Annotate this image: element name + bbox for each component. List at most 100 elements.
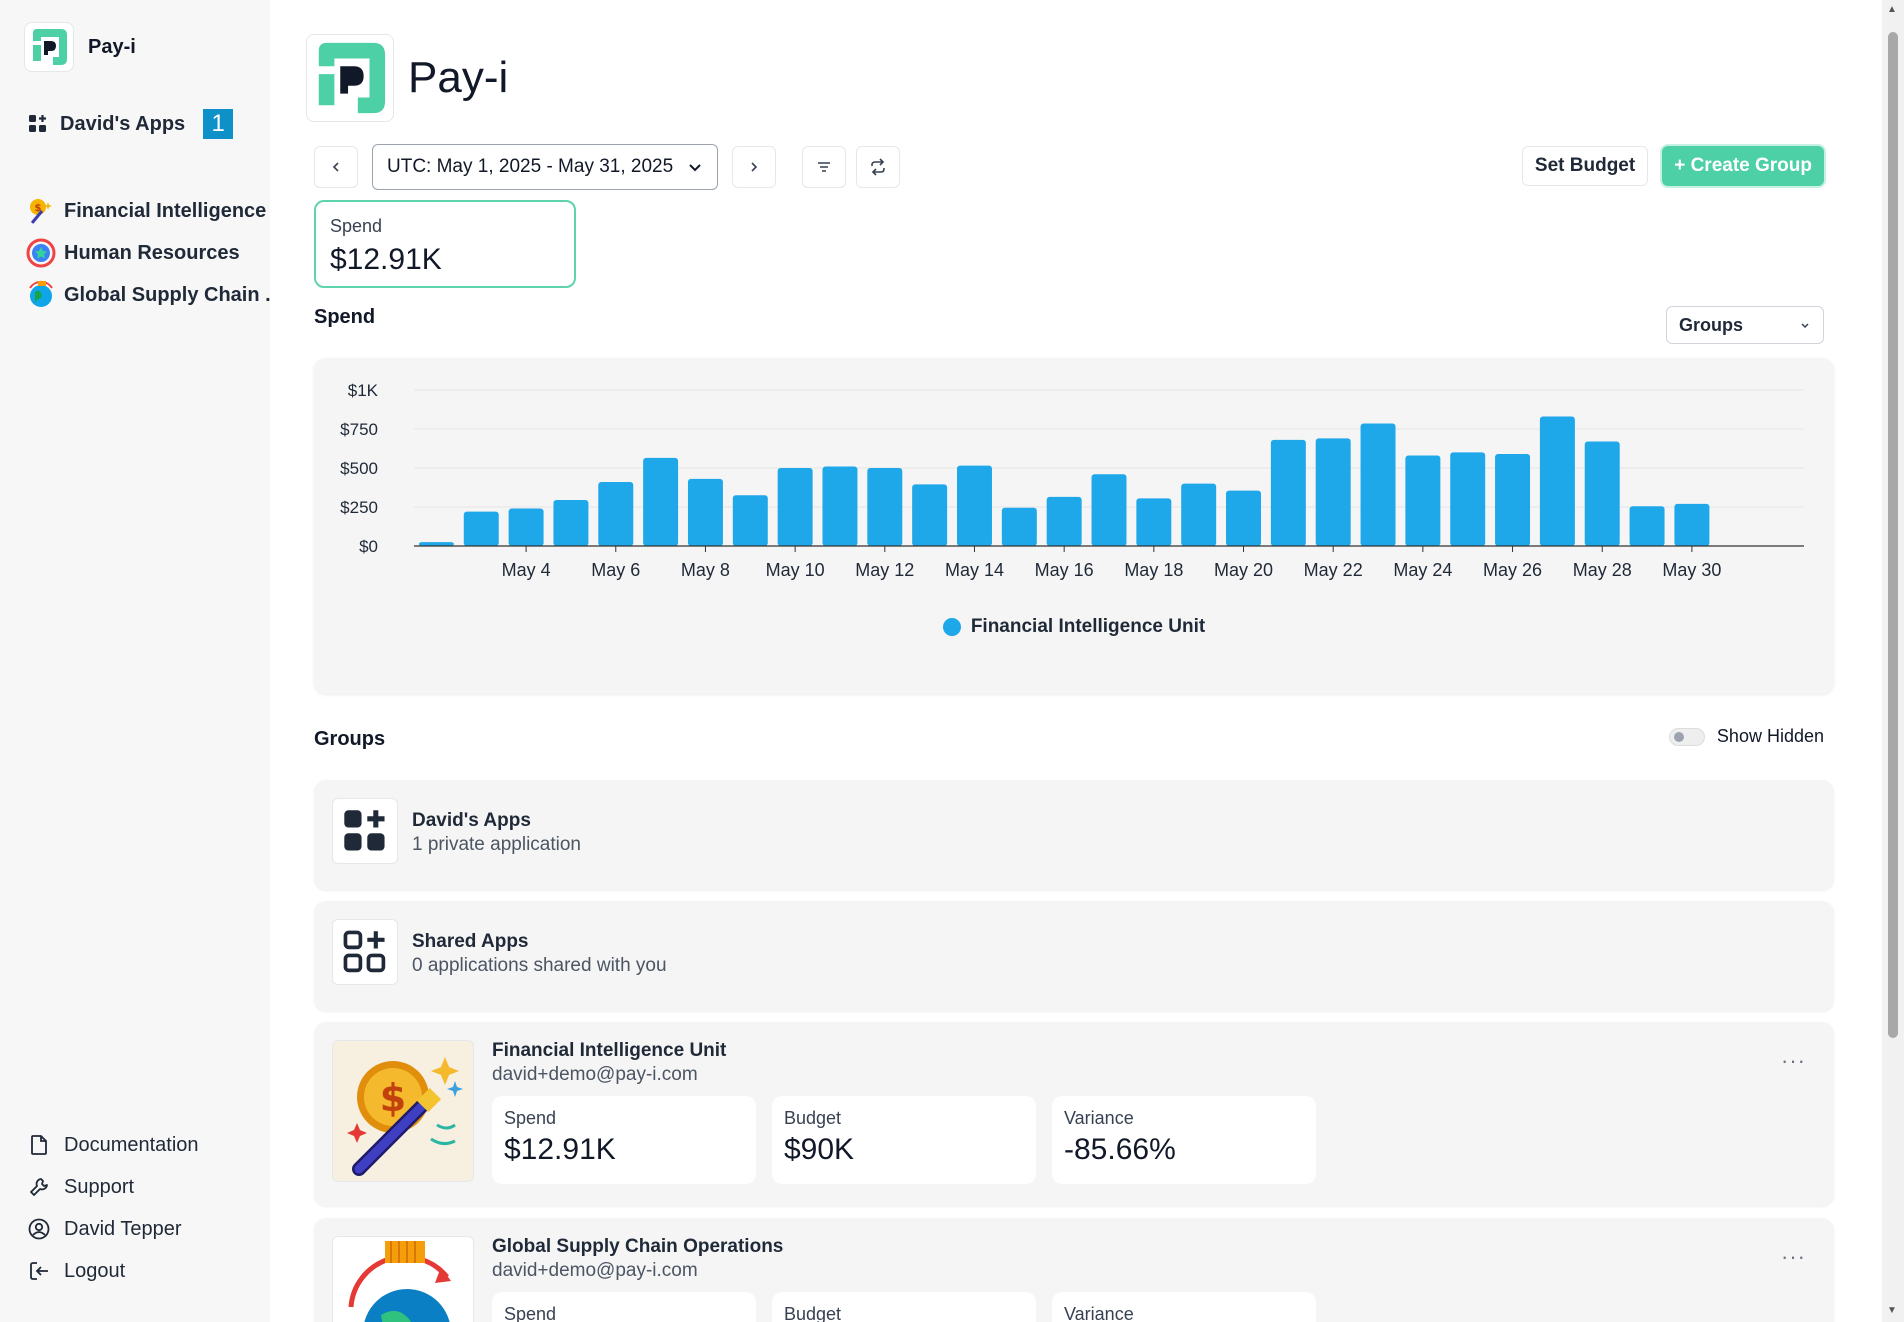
date-range-value: UTC: May 1, 2025 - May 31, 2025 xyxy=(387,156,674,177)
chart-bar xyxy=(1495,453,1531,546)
sidebar-item-label: Documentation xyxy=(64,1133,199,1156)
spend-chart-card: $0 $250 $500 $750 $1K May 4 May 6 May 8 May 10 Ma… xyxy=(314,358,1834,694)
payi-logo-icon xyxy=(306,34,394,122)
y-tick-label: $250 xyxy=(340,498,378,517)
date-range-picker[interactable]: UTC: May 1, 2025 - May 31, 2025 xyxy=(372,144,719,190)
chart-bar xyxy=(1315,438,1351,546)
sidebar: Pay-i David's Apps 1 $ Financial Intelli… xyxy=(0,0,270,1322)
logout-icon xyxy=(30,1262,48,1280)
chart-legend[interactable]: Financial Intelligence Unit xyxy=(314,616,1834,638)
user-icon xyxy=(28,1218,50,1240)
set-budget-button[interactable]: Set Budget xyxy=(1521,146,1649,186)
sidebar-app-global-supply-chain[interactable]: Global Supply Chain ... xyxy=(26,274,270,316)
x-tick-label: May 18 xyxy=(1124,560,1183,580)
more-options-button[interactable]: ··· xyxy=(1781,1048,1806,1073)
scroll-thumb[interactable] xyxy=(1888,32,1898,1038)
chart-bar xyxy=(956,465,992,546)
chart-bar xyxy=(1226,490,1262,546)
x-tick-label: May 16 xyxy=(1035,560,1094,580)
x-tick-label: May 24 xyxy=(1393,560,1452,580)
app-metrics: Spend Budget Variance xyxy=(492,1292,1316,1322)
groupby-select[interactable]: Groups xyxy=(1666,306,1824,344)
chart-bar xyxy=(643,457,679,546)
x-tick-label: May 14 xyxy=(945,560,1004,580)
spend-value: $12.91K xyxy=(330,243,442,276)
app-name: Global Supply Chain Operations xyxy=(492,1236,784,1257)
x-tick-label: May 20 xyxy=(1214,560,1273,580)
x-tick-label: May 30 xyxy=(1662,560,1721,580)
x-tick-label: May 6 xyxy=(591,560,640,580)
apps-outline-icon xyxy=(332,919,398,985)
sidebar-item-my-apps[interactable]: David's Apps 1 xyxy=(28,108,234,140)
payi-logo-icon xyxy=(24,22,74,72)
chart-bar xyxy=(1001,507,1037,546)
sidebar-item-support[interactable]: Support xyxy=(28,1166,199,1208)
x-tick-label: May 4 xyxy=(502,560,551,580)
metric-label: Budget xyxy=(784,1108,842,1128)
chart-bar xyxy=(1584,441,1620,546)
total-spend-card[interactable]: Spend $12.91K xyxy=(314,200,576,288)
spend-label: Spend xyxy=(330,216,383,236)
metric-budget: Budget $90K xyxy=(772,1096,1036,1184)
x-tick-label: May 22 xyxy=(1304,560,1363,580)
money-wand-icon: $ xyxy=(30,199,52,224)
sidebar-bottom: Documentation Support David Tepper Logou… xyxy=(28,1124,199,1292)
main-content: Pay-i UTC: May 1, 2025 - May 31, 2025 Se… xyxy=(270,0,1882,1322)
metric-label: Budget xyxy=(784,1304,842,1322)
scroll-down-icon[interactable]: ▼ xyxy=(1887,1305,1897,1316)
filter-icon xyxy=(818,162,831,172)
sidebar-app-label: Human Resources xyxy=(64,241,240,264)
chart-bar xyxy=(1674,503,1710,546)
metric-label: Spend xyxy=(504,1108,557,1128)
more-options-button[interactable]: ··· xyxy=(1781,1244,1806,1269)
x-tick-label: May 28 xyxy=(1573,560,1632,580)
chart-bar xyxy=(1629,506,1665,546)
y-tick-label: $750 xyxy=(340,420,378,439)
sidebar-app-human-resources[interactable]: Human Resources xyxy=(26,232,270,274)
side-nav: David's Apps 1 xyxy=(28,108,234,140)
spend-bar-chart: $0 $250 $500 $750 $1K May 4 May 6 May 8 May 10 Ma… xyxy=(340,381,1804,580)
chart-bar xyxy=(1091,474,1127,546)
sidebar-item-documentation[interactable]: Documentation xyxy=(28,1124,199,1166)
sidebar-app-financial-intelligence[interactable]: $ Financial Intelligence ... xyxy=(26,190,270,232)
money-wand-icon: $ xyxy=(332,1040,474,1182)
chevron-left-icon xyxy=(332,162,339,172)
chart-bar xyxy=(1450,452,1486,546)
sidebar-item-label: Logout xyxy=(64,1259,126,1282)
metric-label: Variance xyxy=(1064,1304,1134,1322)
show-hidden-toggle[interactable] xyxy=(1668,727,1705,746)
brand[interactable]: Pay-i xyxy=(24,22,136,72)
show-hidden-control: Show Hidden xyxy=(1668,726,1824,747)
page-scrollbar[interactable]: ▲ ▼ xyxy=(1882,0,1904,1322)
chart-bar xyxy=(912,484,948,546)
sidebar-item-label: Support xyxy=(64,1175,135,1198)
group-info: David's Apps 1 private application xyxy=(412,810,581,856)
chart-bar xyxy=(1181,483,1217,546)
app-owner: david+demo@pay-i.com xyxy=(492,1260,698,1281)
app-owner: david+demo@pay-i.com xyxy=(492,1064,698,1085)
app-card-global-supply-chain[interactable]: Global Supply Chain Operations david+dem… xyxy=(314,1218,1834,1322)
y-tick-label: $0 xyxy=(359,537,378,556)
metric-label: Variance xyxy=(1064,1108,1134,1128)
chart-bar xyxy=(553,499,589,546)
app-name: Financial Intelligence Unit xyxy=(492,1040,727,1061)
scroll-up-icon[interactable]: ▲ xyxy=(1887,4,1897,15)
previous-period-button[interactable] xyxy=(314,146,358,188)
next-period-button[interactable] xyxy=(732,146,777,188)
refresh-button[interactable] xyxy=(856,146,901,188)
chart-bar xyxy=(687,478,723,546)
group-card-shared-apps[interactable]: Shared Apps 0 applications shared with y… xyxy=(314,901,1834,1011)
hr-badge-icon xyxy=(26,238,56,268)
chart-bar xyxy=(1360,423,1396,546)
sidebar-item-profile[interactable]: David Tepper xyxy=(28,1208,199,1250)
chart-bar xyxy=(822,466,858,546)
app-card-financial-intelligence[interactable]: $ Financial Intelligence Unit david+demo… xyxy=(314,1022,1834,1206)
group-card-davids-apps[interactable]: David's Apps 1 private application xyxy=(314,780,1834,890)
sidebar-app-label: Global Supply Chain ... xyxy=(64,283,270,306)
metric-spend: Spend $12.91K xyxy=(492,1096,756,1184)
svg-text:$: $ xyxy=(35,203,42,214)
chevron-down-icon xyxy=(689,164,701,172)
create-group-button[interactable]: + Create Group xyxy=(1662,146,1824,186)
filter-button[interactable] xyxy=(802,146,847,188)
sidebar-item-logout[interactable]: Logout xyxy=(28,1250,199,1292)
